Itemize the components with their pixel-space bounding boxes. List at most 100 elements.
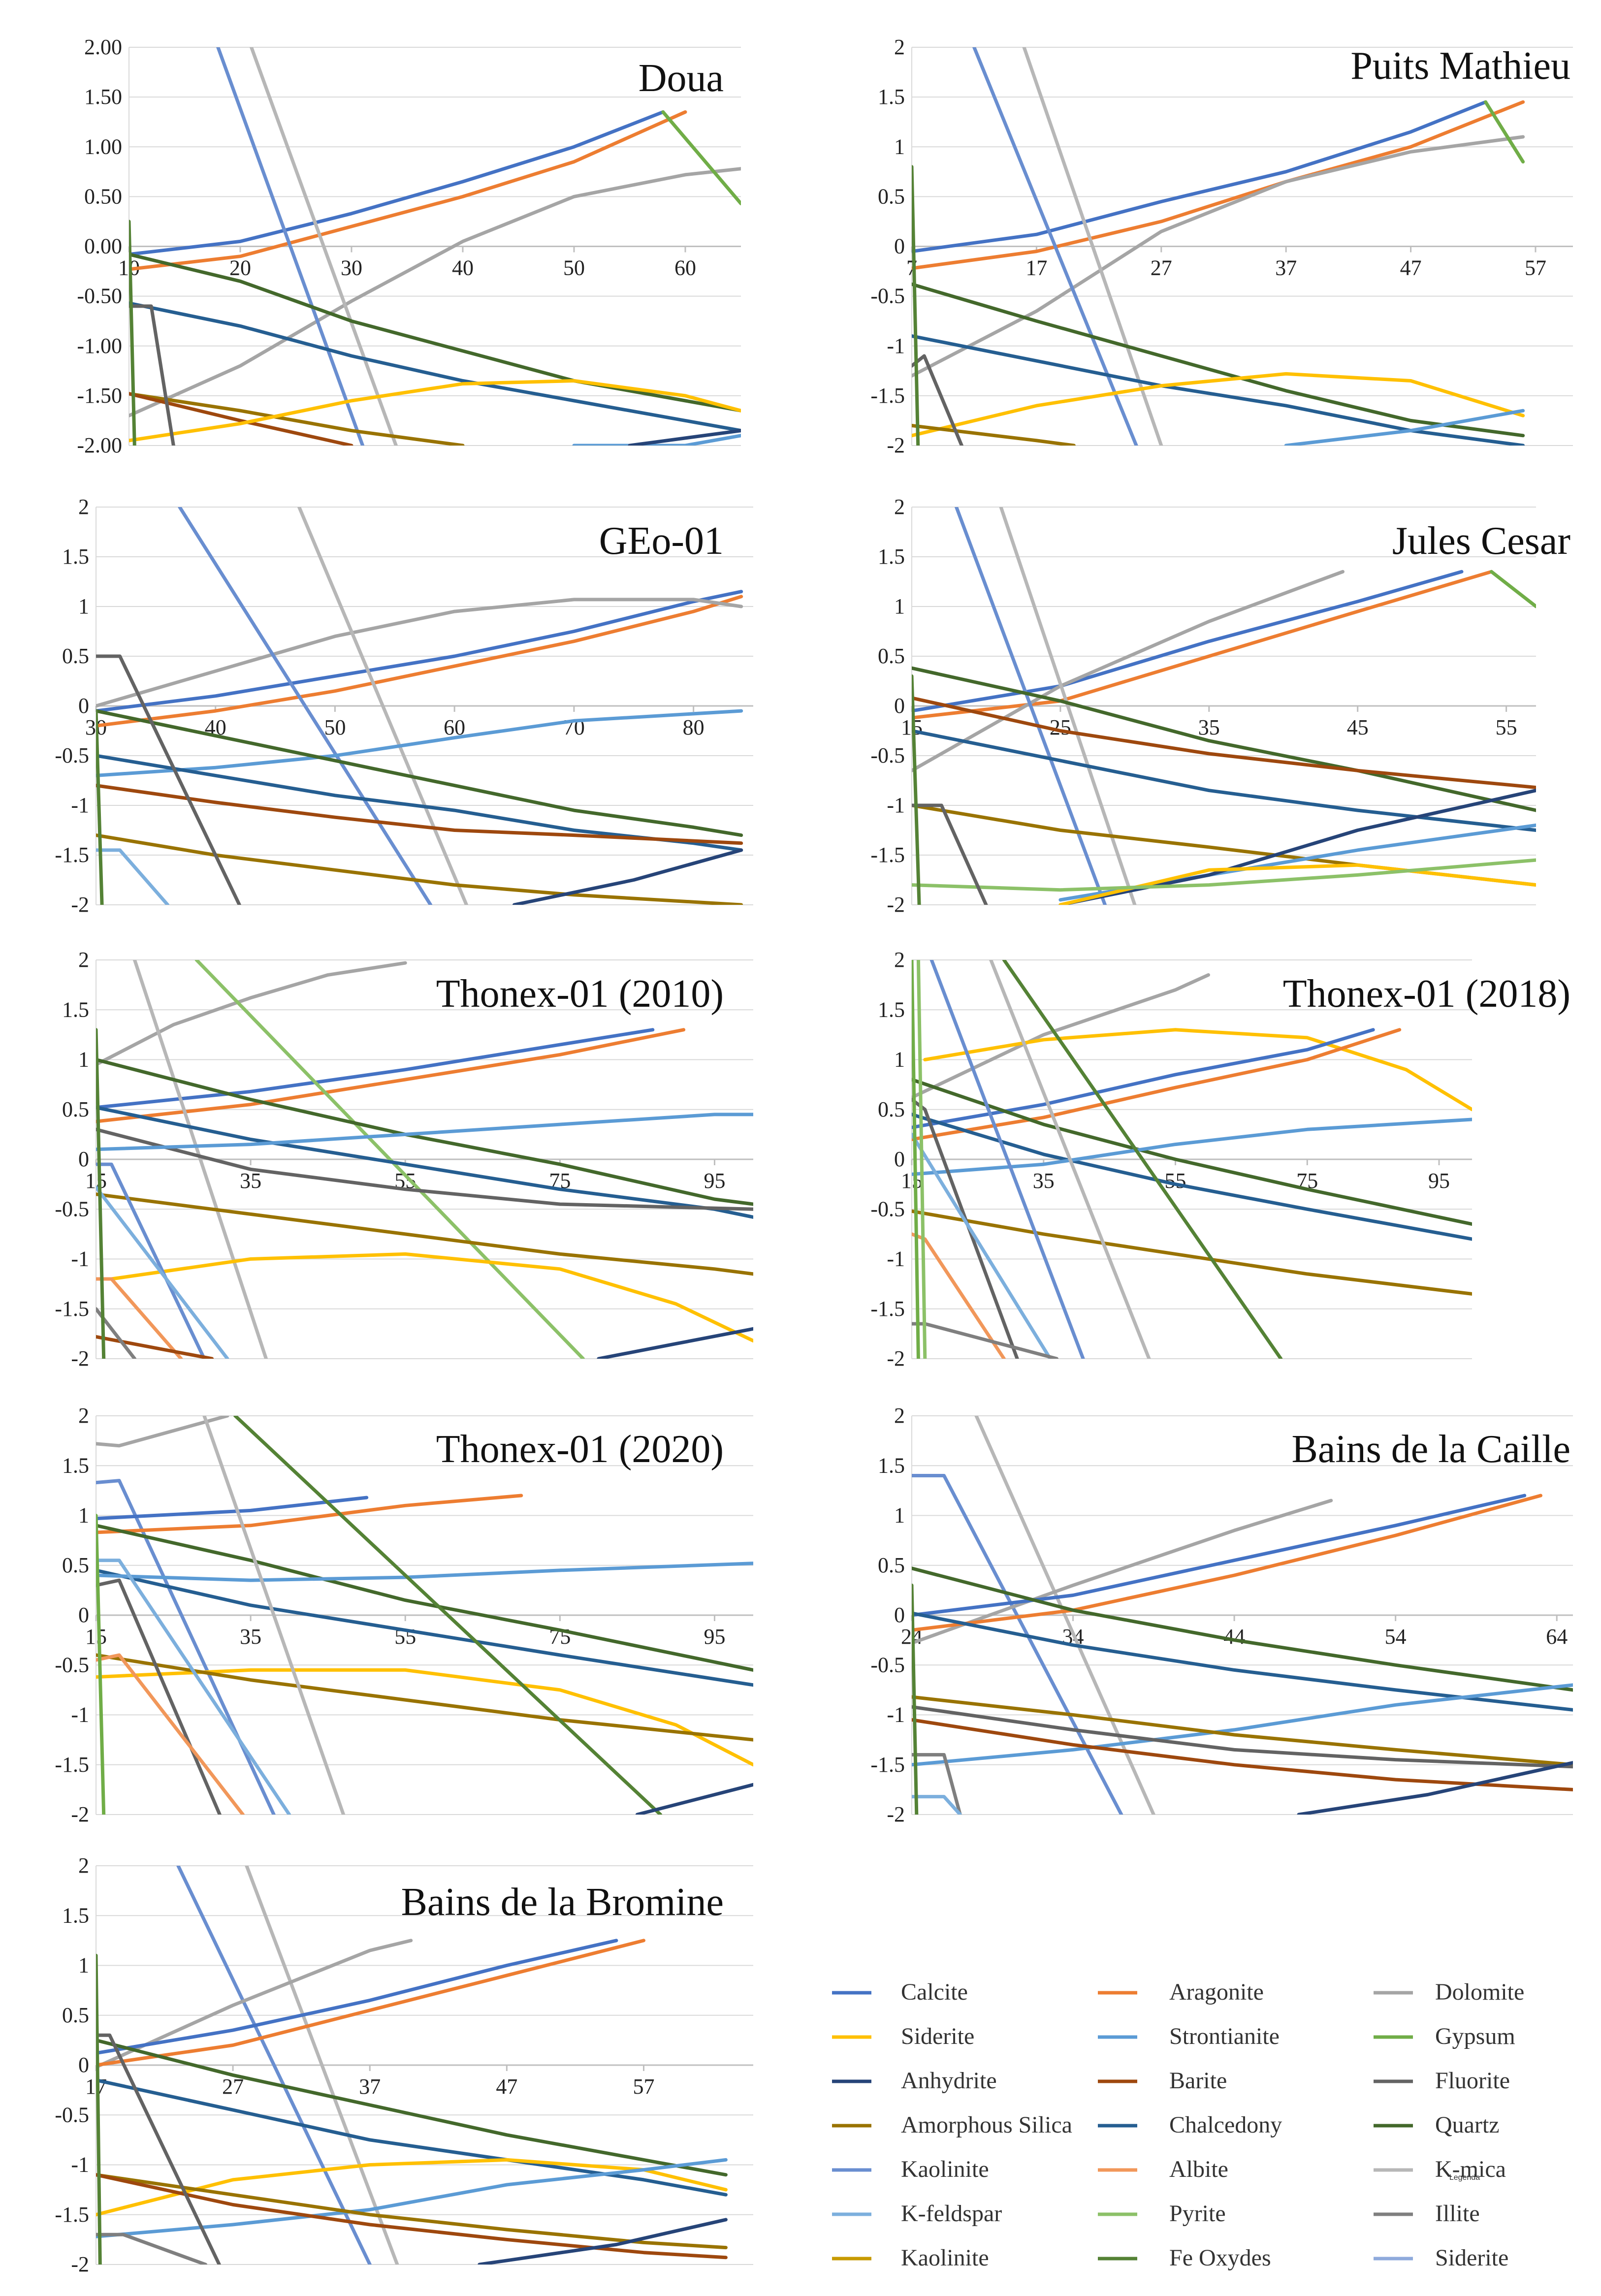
series-line-anhydrite [1058,789,1536,905]
panel-title: Doua [639,57,724,100]
y-tick-label: -1.5 [870,383,905,408]
series-line-aragonite [96,1028,686,1123]
x-tick-label: 35 [240,1625,261,1649]
y-tick-label: 1.5 [878,997,905,1021]
series-line-kaolinite [955,507,1107,905]
series-line-k-feldspar [912,1132,1052,1359]
x-tick-label: 47 [1400,256,1422,280]
legend-label: Barite [1169,2068,1227,2094]
y-tick-label: 0.5 [878,1553,905,1577]
series-line-quartz [912,1078,1472,1226]
series-line-fe-oxydes [912,165,920,446]
series-line-siderite [96,2158,728,2217]
legend-label: Fe Oxydes [1169,2245,1271,2271]
y-tick-label: -0.5 [55,2103,89,2127]
series-line-barite [96,784,743,845]
series-line-k-mica [202,1416,346,1815]
panel-title: Thonex-01 (2010) [436,972,724,1016]
series-line-chalcedony [96,1568,753,1687]
series-line-k-feldspar [96,1185,229,1359]
panel-title: Thonex-01 (2020) [436,1428,724,1471]
series-line-k-mica [250,47,398,446]
series-line-quartz [96,709,743,837]
legend: Calcite Aragonite Dolomite Siderite Strontia… [832,1979,1524,2271]
y-tick-label: 0.5 [878,184,905,208]
series-line-k-mica [974,1416,1155,1815]
legend-label: Fluorite [1435,2068,1510,2094]
y-tick-label: -0.5 [870,1197,905,1221]
series-line-quartz [912,1566,1573,1692]
x-tick-label: 50 [324,715,346,739]
y-tick-label: 0.5 [878,1097,905,1121]
series-line-strontianite [96,1562,753,1582]
y-tick-label: 0 [78,1147,89,1171]
series-line-aragonite [96,1494,523,1534]
x-tick-label: 57 [633,2074,655,2099]
series-line-k-mica [245,1866,399,2264]
y-tick-label: 1 [894,594,905,618]
legend-item-amorphous-silica: Amorphous Silica [832,2112,1072,2138]
series-line-calcite [96,1939,618,2055]
series-line-gypsum [1489,570,1536,608]
series-line-pyrite [912,858,1536,892]
y-tick-label: -1.5 [55,1753,89,1777]
y-tick-label: 0 [894,694,905,718]
y-tick-label: 2 [78,1853,89,1878]
legend-item-strontianite: Strontianite [1098,2023,1280,2049]
series-line-pyrite [916,960,927,1359]
y-tick-label: 1 [894,134,905,159]
series-line-chalcedony [96,2078,728,2197]
y-tick-label: -1.5 [870,1753,905,1777]
series-line-calcite [912,1494,1527,1617]
y-tick-label: -0.5 [870,743,905,767]
y-tick-label: 1.50 [84,85,122,109]
x-tick-label: 50 [563,256,585,280]
legend-label: Chalcedony [1169,2112,1282,2138]
legend-item-kaolinite: Kaolinite [832,2156,989,2182]
y-tick-label: -1.50 [77,383,122,408]
series-line-fe-oxydes [96,709,104,905]
y-tick-label: -2 [71,2252,89,2276]
y-tick-label: -2 [887,893,905,917]
series-line-kaolinite [96,1162,206,1359]
y-tick-label: -1 [71,2153,89,2177]
series-line-k-mica [1022,47,1163,446]
series-line-chalcedony [912,334,1525,446]
series-line-kaolinite [216,47,365,446]
y-tick-label: -1.5 [55,2202,89,2227]
panel-thonex-01-2020: 21.510.50-0.5-1-1.5-215 35 55 75 95Thonex-01… [55,1403,753,1826]
y-tick-label: 1 [78,594,89,618]
series-line-illite [96,2232,207,2264]
series-line-dolomite [912,135,1525,378]
series-line-dolomite [96,1939,413,2069]
legend-label: Illite [1435,2200,1480,2227]
x-tick-label: 15 [85,1625,107,1649]
series-line-albite [96,1653,245,1815]
y-tick-label: -0.50 [77,284,122,308]
x-tick-label: 17 [1025,256,1047,280]
series-line-k-feldspar [96,1559,291,1815]
legend-item-kaolinite: Kaolinite [832,2245,989,2271]
series-line-strontianite [912,1117,1472,1176]
y-tick-label: -2 [71,893,89,917]
legend-item-fluorite: Fluorite [1374,2068,1510,2094]
y-tick-label: 1.5 [62,544,89,569]
legend-item-barite: Barite [1098,2068,1227,2094]
series-line-strontianite [912,1683,1573,1767]
series-line-anhydrite [628,429,741,446]
y-tick-label: -0.5 [870,284,905,308]
y-tick-label: 1.5 [62,1453,89,1477]
series-line-chalcedony [96,754,743,852]
y-tick-label: -1.00 [77,334,122,358]
series-line-dolomite [129,167,741,417]
series-line-siderite [109,1252,753,1343]
series-line-kaolinite [912,1474,1123,1815]
series-line-amorphous-silica [912,424,1076,446]
panel-title: Thonex-01 (2018) [1283,972,1570,1016]
legend-item-siderite: Siderite [832,2023,974,2049]
series-line-gypsum [96,1514,106,1815]
series-line-aragonite [912,100,1525,270]
